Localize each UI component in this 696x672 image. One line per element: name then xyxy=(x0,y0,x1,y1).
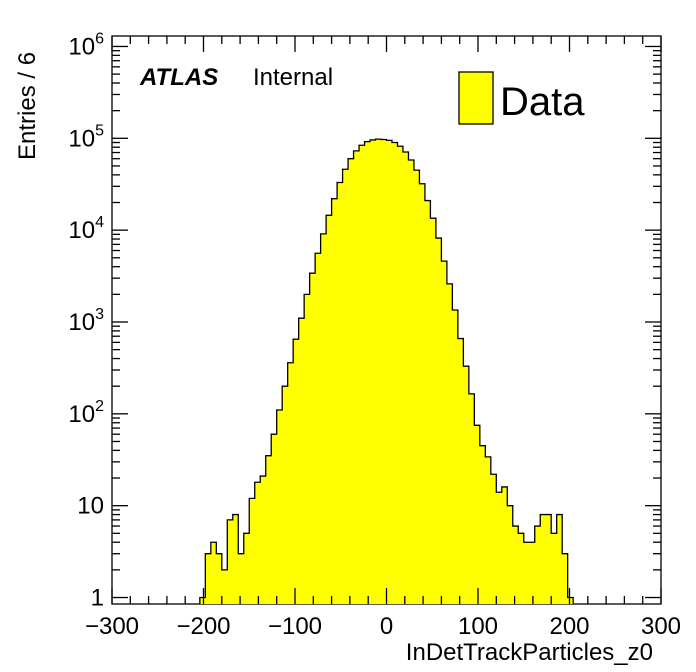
histogram-bar xyxy=(353,150,360,604)
histogram-bar xyxy=(287,362,294,604)
histogram-bar xyxy=(271,434,277,604)
histogram-bar xyxy=(408,160,415,604)
histogram-bar xyxy=(337,182,343,605)
histogram-bar xyxy=(457,338,464,604)
legend-label-data: Data xyxy=(500,80,585,124)
histogram-bar xyxy=(496,492,503,604)
histogram-bar xyxy=(523,542,530,604)
histogram-bar xyxy=(419,183,426,604)
histogram-bar xyxy=(276,410,283,604)
histogram-bar xyxy=(545,514,552,604)
histogram-bar xyxy=(199,597,206,604)
x-tick-label: −100 xyxy=(268,613,322,640)
x-tick-label: −200 xyxy=(176,613,230,640)
x-tick-label: 200 xyxy=(549,613,589,640)
histogram-bar xyxy=(501,486,508,604)
histogram-bar xyxy=(304,294,310,604)
histogram-bar xyxy=(386,140,393,605)
histogram-bar xyxy=(254,482,261,604)
y-tick-label: 102 xyxy=(68,398,104,428)
y-axis-title: Entries / 6 xyxy=(14,52,41,160)
histogram-bar xyxy=(402,151,409,604)
histogram-bar xyxy=(468,393,475,604)
histogram-bar xyxy=(397,146,404,604)
x-tick-label: 0 xyxy=(380,613,393,640)
histogram-bar xyxy=(490,474,497,604)
histogram-bar xyxy=(430,218,437,604)
histogram-bar xyxy=(562,553,568,604)
histogram-bar xyxy=(370,139,376,605)
histogram-bar xyxy=(413,170,420,604)
histogram-bar xyxy=(342,169,349,604)
y-tick-label: 105 xyxy=(68,122,104,152)
histogram-bar xyxy=(243,533,250,604)
histogram-bar xyxy=(221,569,228,604)
internal-label: Internal xyxy=(253,64,333,91)
histogram-bar xyxy=(309,273,316,604)
histogram-bar xyxy=(320,233,327,604)
histogram-bar xyxy=(463,366,470,604)
histogram-bar xyxy=(518,533,525,604)
histogram-bar xyxy=(435,238,442,604)
histogram-bar xyxy=(326,215,332,604)
legend-swatch-data xyxy=(458,71,494,125)
histogram-bar xyxy=(512,526,519,604)
histogram-bar xyxy=(210,542,217,604)
y-tick-label: 106 xyxy=(68,30,104,60)
x-tick-labels: −300 −200 −100 0 100 200 300 xyxy=(85,613,681,640)
y-tick-label: 104 xyxy=(68,214,104,244)
histogram-bar xyxy=(331,198,338,604)
histogram-bar xyxy=(364,141,371,604)
histogram-bar xyxy=(534,526,541,604)
histogram-bar xyxy=(485,456,492,604)
histogram-bar xyxy=(348,158,354,604)
histogram-bar xyxy=(441,261,448,604)
x-tick-label: −300 xyxy=(85,613,139,640)
histogram-bar xyxy=(507,505,514,604)
legend: Data xyxy=(458,71,585,125)
histogram-bar xyxy=(381,139,387,605)
y-tick-labels: 1 10 102 103 104 105 106 xyxy=(68,30,104,611)
histogram-bar xyxy=(479,445,486,604)
histogram-bar xyxy=(391,142,398,605)
histogram-bar xyxy=(540,514,547,604)
x-axis-title: InDetTrackParticles_z0 xyxy=(406,639,653,666)
histogram-bar xyxy=(474,425,481,604)
x-tick-label: 300 xyxy=(641,613,681,640)
histogram-bar xyxy=(551,533,557,604)
histogram-bar xyxy=(424,200,431,604)
histogram-bar xyxy=(375,139,382,604)
histogram-bar xyxy=(359,145,365,605)
histogram-bar xyxy=(567,597,574,604)
histogram-bar xyxy=(205,553,212,604)
histogram-bar xyxy=(556,514,563,604)
histogram-bar xyxy=(452,310,459,604)
histogram-bar xyxy=(529,542,536,604)
histogram-bar xyxy=(282,386,288,604)
histogram-bar xyxy=(249,498,256,604)
y-tick-label: 10 xyxy=(77,493,104,520)
axis-ticks xyxy=(111,36,662,604)
histogram-bar xyxy=(446,283,453,604)
histogram-bar xyxy=(232,514,239,604)
histogram-bar xyxy=(293,339,299,604)
histogram-bar xyxy=(227,519,234,604)
histogram-bar xyxy=(260,476,267,604)
y-tick-label: 103 xyxy=(68,306,104,336)
atlas-label: ATLAS xyxy=(139,64,218,91)
histogram-bar xyxy=(298,318,305,604)
histogram-bar xyxy=(265,455,272,604)
histogram-bar xyxy=(315,253,321,604)
histogram-bar xyxy=(238,553,245,604)
histogram-outline xyxy=(199,138,574,604)
histogram-bar xyxy=(216,553,223,604)
x-tick-label: 100 xyxy=(458,613,498,640)
y-tick-label: 1 xyxy=(91,585,104,612)
histogram-bars xyxy=(199,139,574,605)
